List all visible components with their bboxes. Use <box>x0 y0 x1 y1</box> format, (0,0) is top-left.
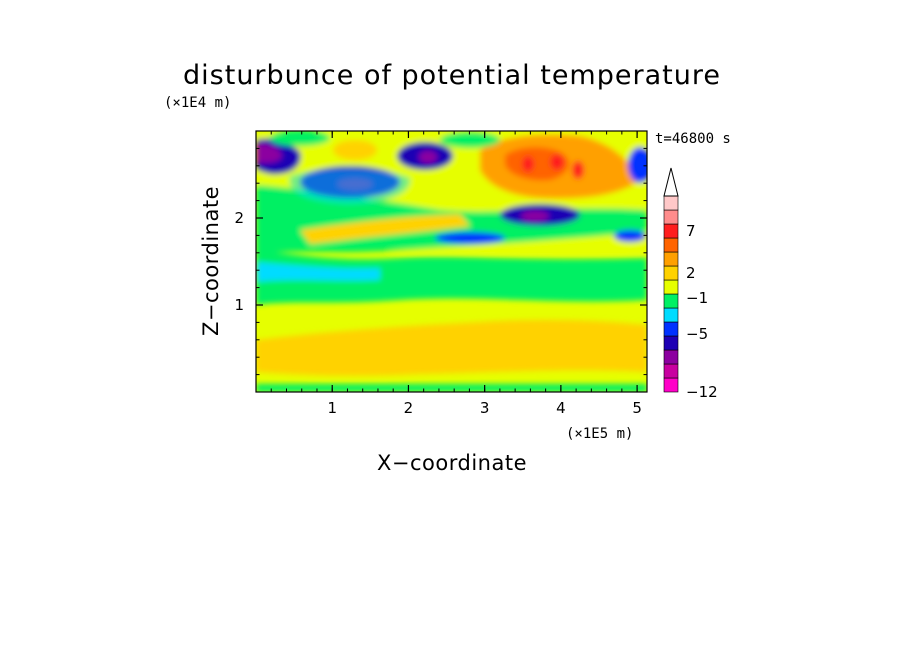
region-hot-spot-3 <box>572 161 584 179</box>
region-cyan-band <box>256 262 380 282</box>
region-blue-left-core <box>256 143 282 163</box>
y-unit-label: (×1E4 m) <box>164 95 231 111</box>
region-hot-spot-2 <box>550 154 564 170</box>
colorbar-label: −12 <box>686 383 718 401</box>
y-tick-label: 2 <box>234 209 244 227</box>
region-hot-spot-1 <box>522 156 534 172</box>
colorbar-label: 7 <box>686 222 696 240</box>
region-red-upper-right <box>505 147 569 181</box>
region-blue-right-edge-low <box>614 230 646 242</box>
colorbar-swatch <box>663 237 679 253</box>
colorbar-swatch <box>663 251 679 267</box>
region-green-top-left <box>270 131 330 146</box>
region-cyan-mid-left <box>289 168 411 204</box>
colorbar-swatch <box>663 293 679 309</box>
contour-field <box>256 131 647 392</box>
region-orange-top <box>333 140 377 160</box>
colorbar-swatch <box>663 349 679 365</box>
region-orange-mid <box>300 214 470 244</box>
region-blue-streak <box>435 232 505 244</box>
region-purple-right <box>521 211 549 221</box>
y-axis: 12 <box>234 147 647 376</box>
x-axis-label: X−coordinate <box>377 451 527 475</box>
x-tick-label: 5 <box>632 399 642 417</box>
y-axis-label: Z−coordinate <box>199 186 223 336</box>
colorbar-swatch <box>663 363 679 379</box>
plot-frame <box>255 130 648 393</box>
colorbar: 7 2 −1 −5 −12 <box>663 167 718 401</box>
colorbar-swatch <box>663 195 679 211</box>
x-tick-label: 2 <box>404 399 414 417</box>
colorbar-swatch <box>663 265 679 281</box>
region-bottom-green <box>256 384 647 392</box>
y-tick-label: 1 <box>234 296 244 314</box>
colorbar-label: −5 <box>686 325 708 343</box>
region-blue-right-edge <box>628 147 647 183</box>
colorbar-swatch <box>663 279 679 295</box>
colorbar-swatch <box>663 377 679 393</box>
chart-title: disturbunce of potential temperature <box>183 60 721 91</box>
colorbar-swatch <box>663 223 679 239</box>
region-green-top-right <box>440 132 500 148</box>
x-tick-label: 1 <box>327 399 337 417</box>
colorbar-label: −1 <box>686 289 708 307</box>
colorbar-swatch <box>663 307 679 323</box>
region-purple-center <box>419 151 437 163</box>
colorbar-label: 2 <box>686 264 696 282</box>
region-green-band <box>256 250 647 305</box>
x-unit-label: (×1E5 m) <box>566 426 633 442</box>
region-lower-orange <box>256 319 647 376</box>
colorbar-swatch <box>663 335 679 351</box>
x-tick-label: 3 <box>480 399 490 417</box>
colorbar-arrow <box>663 167 679 197</box>
x-axis: 1 2 3 4 5 <box>270 131 642 417</box>
colorbar-swatch <box>663 321 679 337</box>
colorbar-swatch <box>663 209 679 225</box>
time-label: t=46800 s <box>655 131 731 147</box>
x-tick-label: 4 <box>556 399 566 417</box>
